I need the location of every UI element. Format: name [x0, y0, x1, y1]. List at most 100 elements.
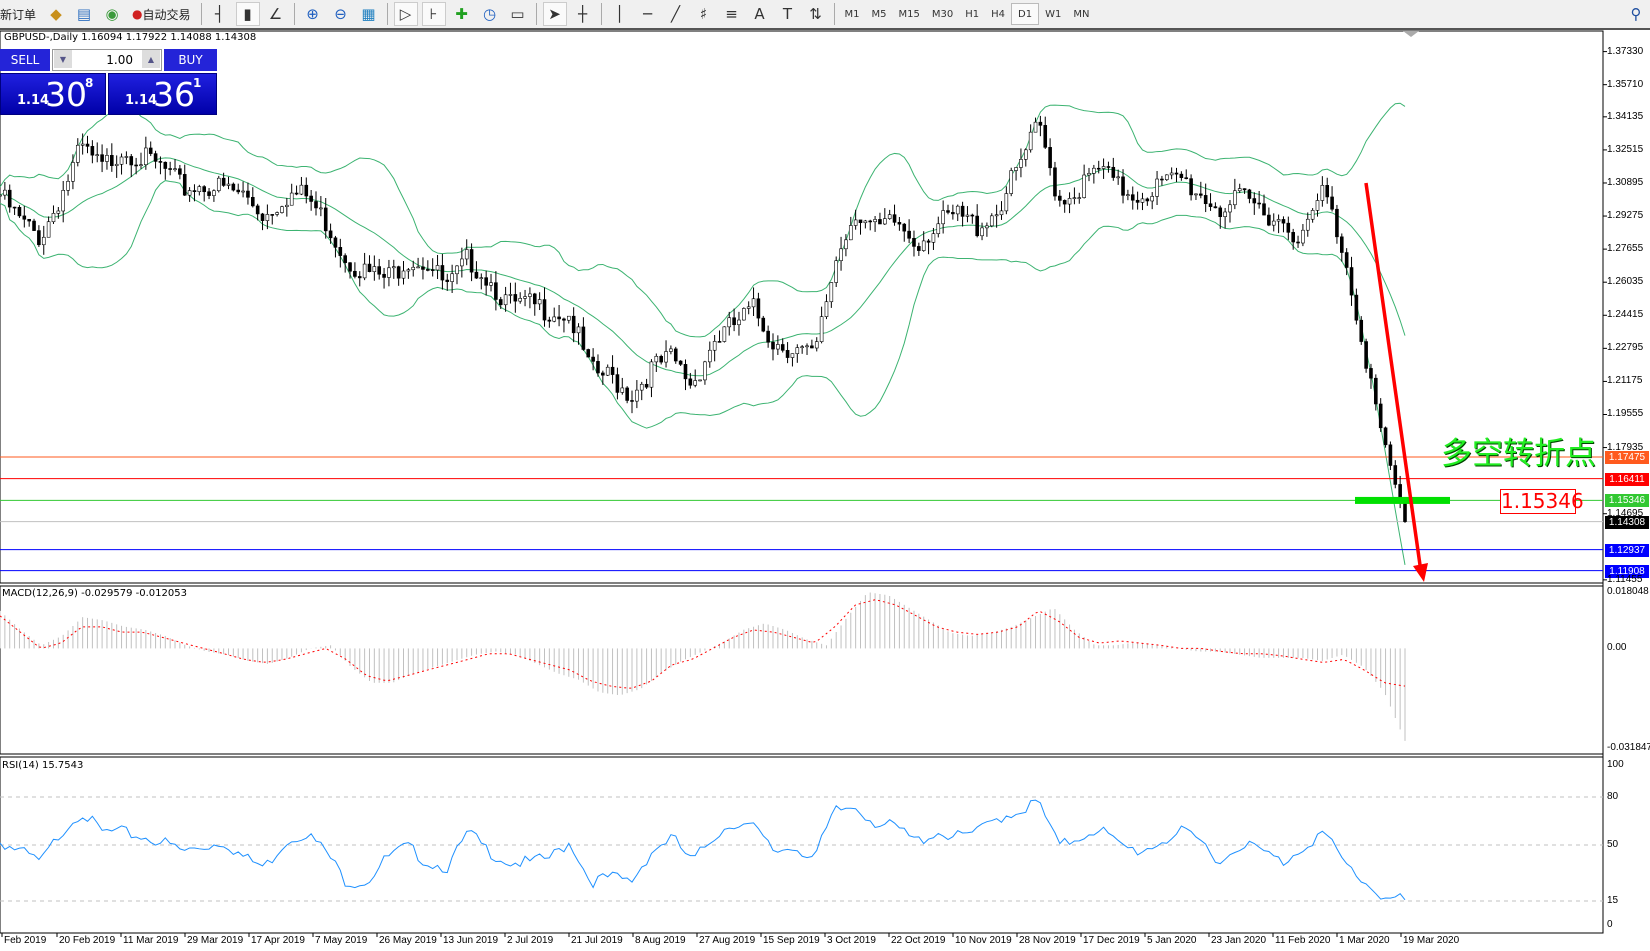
zoom-in-icon[interactable]: ⊕	[306, 5, 319, 23]
candle-body	[552, 316, 557, 322]
autoscroll-icon[interactable]: ▷	[393, 2, 418, 26]
timeframe-m5[interactable]: M5	[871, 8, 887, 20]
candle-body	[639, 383, 644, 391]
candle-body	[669, 348, 673, 352]
sell-price[interactable]: 1.14 30 8	[0, 73, 106, 115]
candle-body	[683, 364, 688, 380]
expert-icon[interactable]: ◆	[50, 5, 62, 23]
candle-body	[80, 143, 85, 146]
annotation-text[interactable]: 多空转折点	[1441, 436, 1596, 472]
lots-input[interactable]: 1.00	[52, 49, 162, 71]
line-chart-icon[interactable]: ∠	[268, 5, 283, 23]
search-icon[interactable]: ⚲	[1630, 5, 1642, 23]
candle-body	[756, 298, 761, 319]
candle-body	[455, 265, 459, 275]
periods-icon[interactable]: ◷	[482, 5, 497, 23]
candle-body	[144, 147, 148, 166]
rsi-axis-label: 50	[1607, 839, 1619, 850]
buy-button[interactable]: BUY	[164, 49, 217, 71]
candle-body	[659, 356, 663, 363]
timeframe-d1[interactable]: D1	[1011, 3, 1040, 25]
text-icon[interactable]: A	[754, 5, 765, 23]
candle-body	[178, 168, 182, 175]
candle-body	[912, 237, 916, 247]
candle-body	[562, 318, 566, 321]
date-axis-label: 28 Nov 2019	[1019, 935, 1076, 946]
timeframe-mn[interactable]: MN	[1073, 8, 1090, 20]
candle-body	[1378, 403, 1383, 429]
candle-body	[129, 156, 134, 166]
cursor-icon[interactable]: ➤	[542, 2, 567, 26]
candle-body	[460, 258, 464, 267]
candle-body	[241, 190, 245, 193]
fibonacci-icon[interactable]: ≡	[725, 5, 738, 23]
candle-body	[980, 227, 984, 237]
timeframe-w1[interactable]: W1	[1045, 8, 1062, 20]
candle-body	[1096, 167, 1101, 170]
new-order-button[interactable]: 新订单	[0, 2, 40, 26]
trendline-icon[interactable]: ╱	[671, 5, 681, 23]
candle-body	[581, 326, 586, 350]
candle-body	[994, 214, 999, 217]
date-axis-label: 19 Mar 2020	[1403, 935, 1460, 946]
timeframe-h1[interactable]: H1	[965, 8, 980, 20]
candlestick-icon[interactable]: ▮	[235, 2, 260, 26]
candle-body	[790, 353, 795, 358]
lots-increase-button[interactable]: ▲	[142, 50, 160, 68]
price-axis-label: 1.30895	[1607, 176, 1644, 188]
date-axis-label: 2 Jul 2019	[507, 935, 554, 946]
candle-body	[547, 319, 552, 322]
price-axis-label: 1.19555	[1607, 408, 1644, 420]
candle-body	[513, 294, 518, 302]
annotation-price-label[interactable]: 1.15346	[1500, 489, 1584, 514]
candle-body	[1344, 252, 1349, 268]
signal-icon[interactable]: ◉	[105, 5, 119, 23]
candle-body	[975, 215, 979, 237]
chart-shift-icon[interactable]: ⊦	[421, 2, 446, 26]
candle-body	[839, 248, 843, 261]
chart-area[interactable]	[0, 30, 1650, 951]
text-label-icon[interactable]: T	[782, 5, 793, 23]
timeframe-m15[interactable]: M15	[898, 8, 920, 20]
price-axis-label: 1.17935	[1607, 441, 1644, 453]
candle-body	[1247, 189, 1252, 199]
market-watch-icon[interactable]: ▤	[76, 5, 92, 23]
auto-trading-button[interactable]: ● 自动交易	[128, 2, 195, 26]
candle-body	[1019, 159, 1023, 168]
bar-chart-icon[interactable]: ┤	[215, 5, 225, 23]
crosshair-icon[interactable]: ┼	[578, 5, 588, 23]
templates-icon[interactable]: ▭	[510, 5, 525, 23]
candle-body	[1267, 214, 1271, 226]
candle-body	[1043, 125, 1048, 148]
candle-body	[231, 183, 236, 191]
zoom-out-icon[interactable]: ⊖	[334, 5, 347, 23]
candle-body	[479, 277, 484, 279]
timeframe-m1[interactable]: M1	[844, 8, 860, 20]
arrows-icon[interactable]: ⇅	[809, 5, 822, 23]
lots-decrease-button[interactable]: ▼	[54, 50, 72, 68]
candle-body	[182, 174, 187, 196]
timeframe-m30[interactable]: M30	[931, 8, 954, 20]
equidistant-channel-icon[interactable]: ♯	[699, 5, 708, 23]
horizontal-line-icon[interactable]: ─	[643, 5, 653, 23]
candle-body	[970, 214, 975, 217]
date-axis-label: 23 Jan 2020	[1211, 935, 1267, 946]
sell-button[interactable]: SELL	[0, 49, 50, 71]
indicators-icon[interactable]: ✚	[455, 5, 468, 23]
candle-body	[985, 225, 989, 229]
candle-body	[1286, 222, 1291, 233]
candle-body	[780, 344, 785, 351]
tile-windows-icon[interactable]: ▦	[361, 5, 376, 23]
candle-body	[1218, 207, 1223, 218]
candle-body	[858, 219, 863, 224]
candle-body	[411, 266, 416, 271]
candle-body	[1354, 294, 1359, 321]
candle-body	[396, 266, 401, 279]
vertical-line-icon[interactable]: │	[615, 5, 625, 23]
timeframe-h4[interactable]: H4	[991, 8, 1006, 20]
candle-body	[1339, 236, 1344, 253]
candle-body	[416, 266, 420, 269]
candle-body	[255, 205, 260, 215]
buy-price[interactable]: 1.14 36 1	[108, 73, 217, 115]
candle-body	[819, 316, 824, 342]
